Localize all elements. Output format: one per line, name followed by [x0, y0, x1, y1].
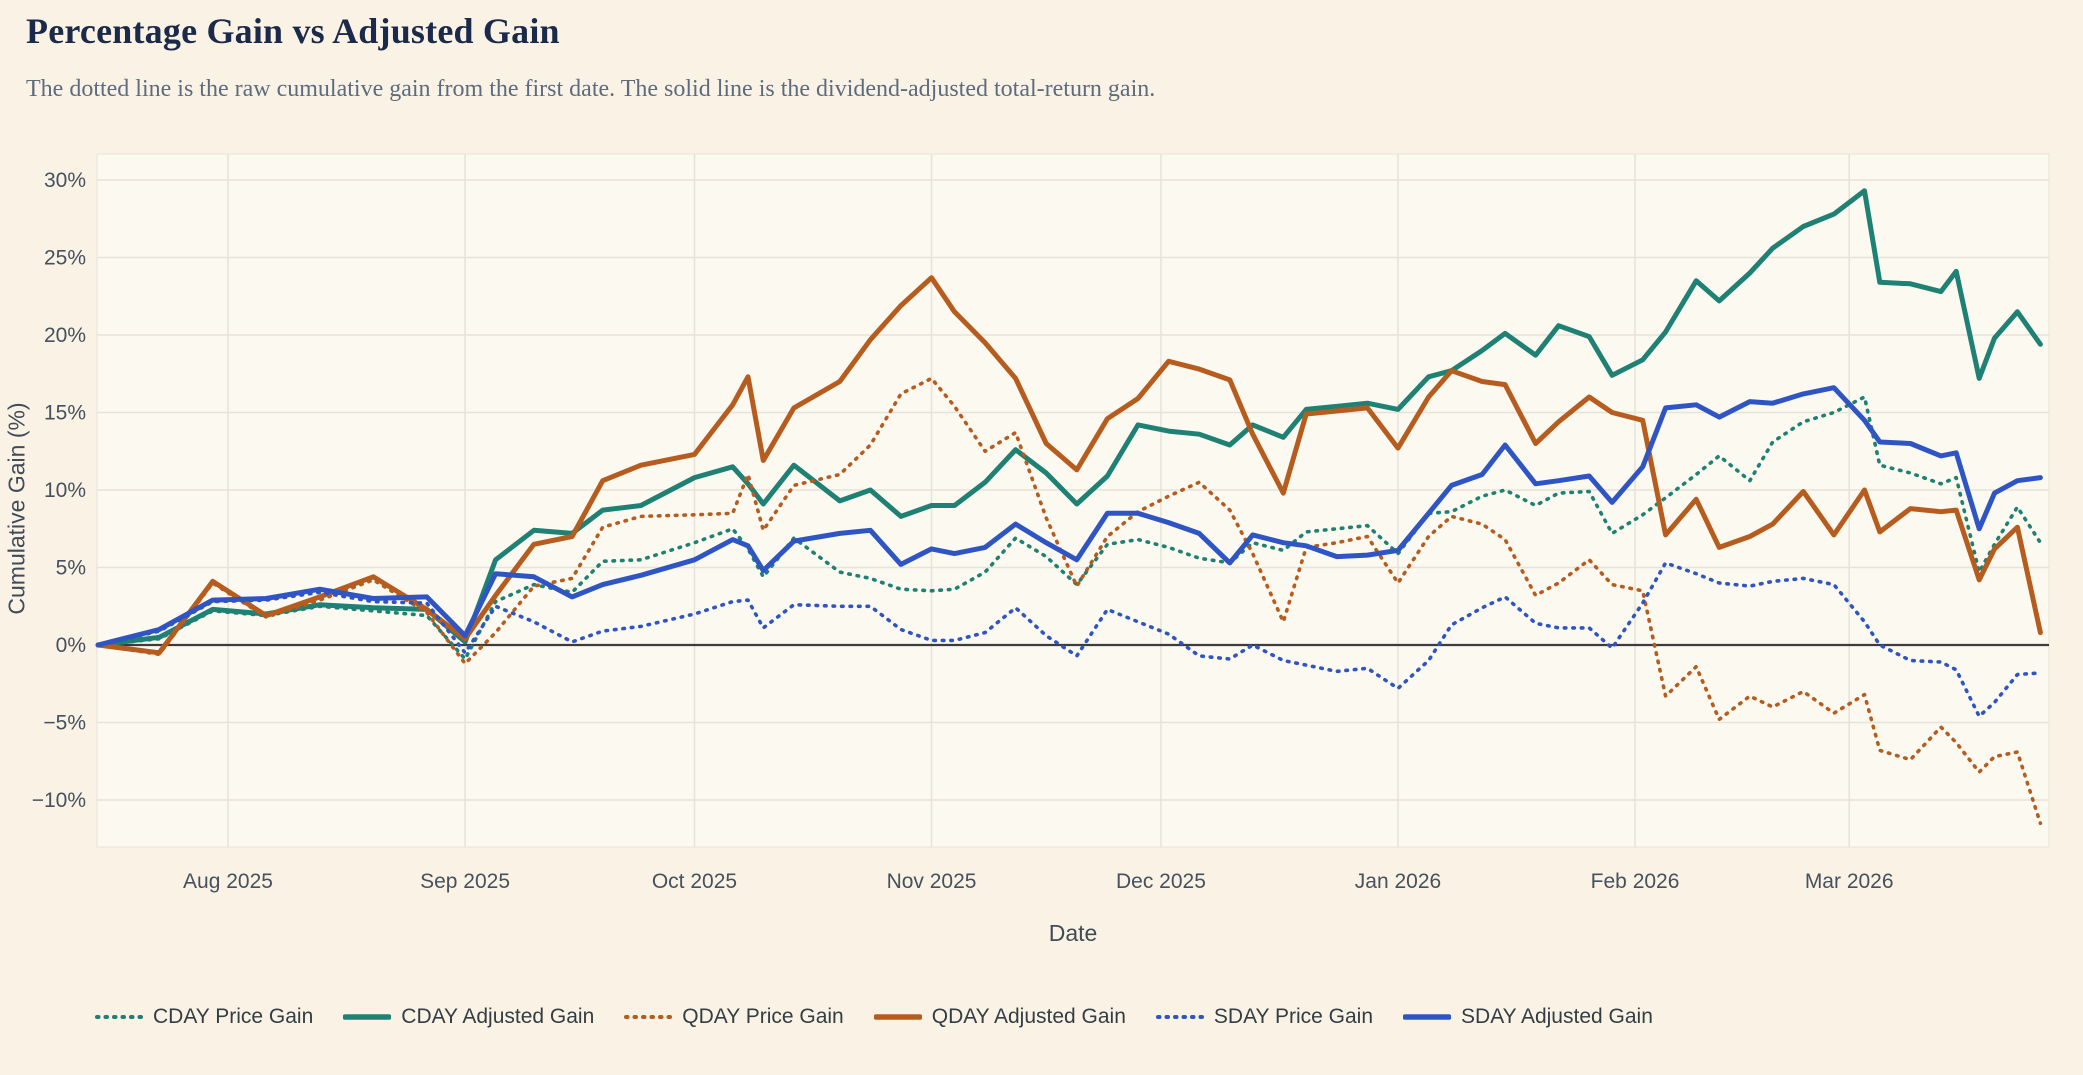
legend-swatch-solid-line — [873, 1014, 922, 1020]
x-axis-title: Date — [1048, 920, 1098, 946]
chart-title: Percentage Gain vs Adjusted Gain — [26, 11, 560, 51]
y-tick-label: 20% — [44, 324, 86, 347]
x-tick-label: Aug 2025 — [183, 870, 273, 893]
y-tick-label: 5% — [56, 557, 86, 580]
y-tick-label: 30% — [44, 169, 86, 192]
y-tick-label: −5% — [43, 712, 86, 735]
legend: CDAY Price Gain CDAY Adjusted Gain QDAY Pr… — [95, 1005, 1653, 1029]
y-tick-label: 25% — [44, 247, 86, 270]
legend-item-sday-adjusted-gain[interactable]: SDAY Adjusted Gain — [1403, 1005, 1653, 1029]
legend-label: SDAY Price Gain — [1213, 1005, 1374, 1028]
x-tick-label: Oct 2025 — [652, 870, 737, 893]
legend-swatch-solid-line — [343, 1014, 392, 1020]
legend-label: CDAY Adjusted Gain — [401, 1005, 595, 1028]
legend-label: CDAY Price Gain — [153, 1005, 314, 1028]
legend-label: SDAY Adjusted Gain — [1461, 1005, 1653, 1028]
legend-item-qday-price-gain[interactable]: QDAY Price Gain — [624, 1005, 844, 1029]
legend-label: QDAY Adjusted Gain — [931, 1005, 1126, 1028]
x-tick-label: Jan 2026 — [1355, 870, 1441, 893]
x-tick-label: Dec 2025 — [1116, 870, 1206, 893]
series-sday-price-gain[interactable] — [96, 561, 2043, 719]
legend-swatch-dotted-line — [1155, 1015, 1204, 1019]
chart-canvas[interactable]: Aug 2025 Sep 2025 Oct 2025 Nov 2025 Dec 2025… — [0, 120, 2083, 960]
chart-subtitle: The dotted line is the raw cumulative ga… — [26, 76, 1156, 102]
x-tick-label: Mar 2026 — [1805, 870, 1894, 893]
x-tick-label: Feb 2026 — [1591, 870, 1680, 893]
y-tick-label: 0% — [56, 634, 86, 657]
legend-item-cday-adjusted-gain[interactable]: CDAY Adjusted Gain — [343, 1005, 594, 1029]
y-tick-label: −10% — [32, 789, 86, 812]
plot-area[interactable]: Aug 2025 Sep 2025 Oct 2025 Nov 2025 Dec 2025… — [0, 120, 2083, 960]
legend-swatch-dotted-line — [95, 1015, 143, 1019]
series-qday-adjusted-gain[interactable] — [95, 275, 2043, 656]
series-sday-adjusted-gain[interactable] — [95, 385, 2043, 648]
x-tick-label: Sep 2025 — [420, 870, 510, 893]
y-tick-label: 15% — [44, 402, 86, 425]
legend-item-sday-price-gain[interactable]: SDAY Price Gain — [1155, 1005, 1374, 1029]
legend-item-cday-price-gain[interactable]: CDAY Price Gain — [95, 1005, 313, 1029]
legend-label: QDAY Price Gain — [682, 1005, 844, 1028]
legend-swatch-solid-line — [1403, 1014, 1452, 1020]
series-qday-price-gain[interactable] — [96, 376, 2043, 826]
legend-swatch-dotted-line — [624, 1015, 673, 1019]
x-tick-label: Nov 2025 — [887, 870, 977, 893]
y-tick-label: 10% — [44, 479, 86, 502]
legend-item-qday-adjusted-gain[interactable]: QDAY Adjusted Gain — [873, 1005, 1126, 1029]
y-axis-title: Cumulative Gain (%) — [3, 402, 30, 615]
series-cday-adjusted-gain[interactable] — [95, 188, 2043, 648]
